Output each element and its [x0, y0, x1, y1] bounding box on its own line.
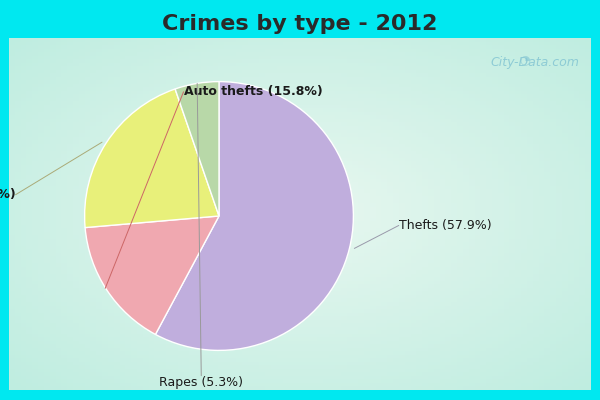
Wedge shape — [85, 89, 219, 228]
Wedge shape — [85, 216, 219, 334]
Wedge shape — [155, 82, 353, 350]
Text: Auto thefts (15.8%): Auto thefts (15.8%) — [184, 85, 322, 98]
Text: City-Data.com: City-Data.com — [490, 56, 580, 69]
Text: ◔: ◔ — [519, 53, 530, 66]
Text: Crimes by type - 2012: Crimes by type - 2012 — [163, 14, 437, 34]
Wedge shape — [175, 82, 219, 216]
Text: Thefts (57.9%): Thefts (57.9%) — [399, 219, 491, 232]
Text: Burglaries (21.1%): Burglaries (21.1%) — [0, 188, 16, 201]
Text: Rapes (5.3%): Rapes (5.3%) — [159, 376, 243, 389]
